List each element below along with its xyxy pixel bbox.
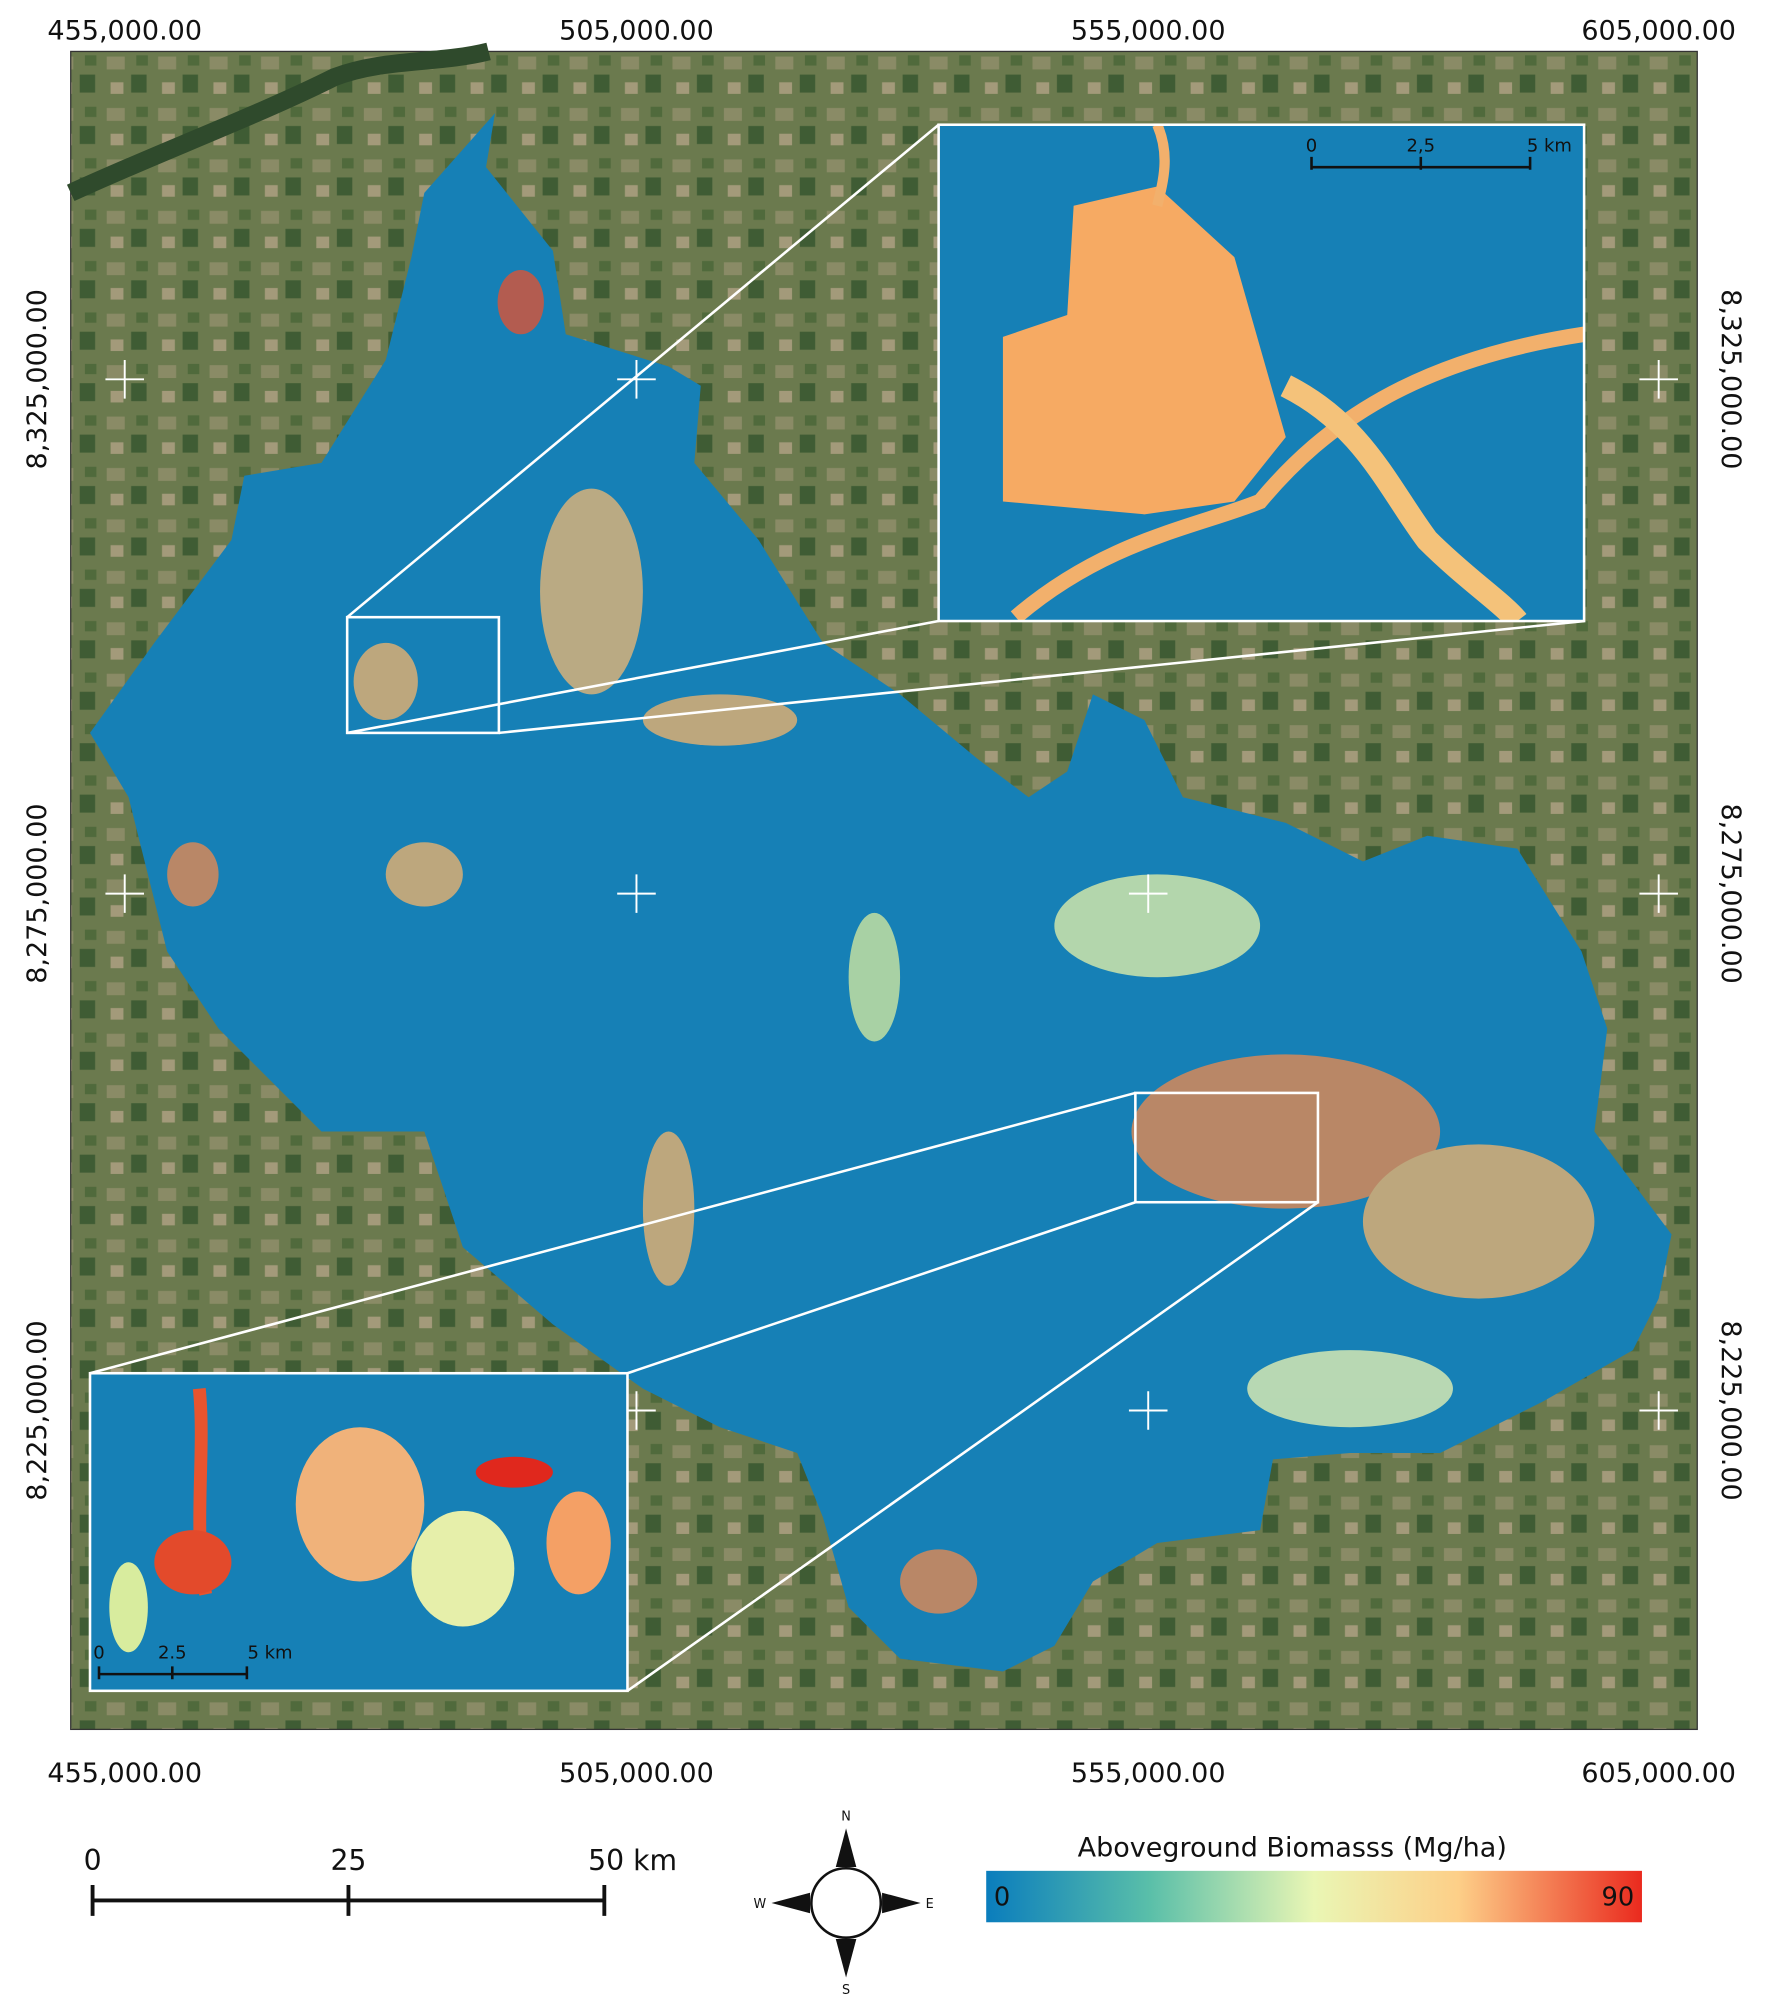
x-coord-label: 555,000.00 [1071, 1758, 1226, 1789]
crosshairs [105, 360, 1678, 1430]
inset-scale-label: 0 [93, 1643, 104, 1664]
inset-scale-label: 0 [1306, 136, 1317, 157]
coordinate-labels: 455,000.00 505,000.00 555,000.00 605,000… [22, 16, 1746, 1789]
compass-label: S [842, 1983, 850, 1998]
inset-bottom: 0 2.5 5 km [88, 1371, 629, 1693]
scale-label: 0 [84, 1844, 102, 1877]
x-coord-label: 605,000.00 [1581, 1758, 1736, 1789]
x-coord-label: 555,000.00 [1071, 16, 1226, 47]
x-coord-label: 505,000.00 [559, 16, 714, 47]
scale-bar: 0 25 50 km [84, 1844, 677, 1916]
inset-connectors [89, 123, 1585, 1692]
legend-min: 0 [994, 1882, 1010, 1912]
river [66, 42, 491, 202]
inset-scale-label: 2,5 [1406, 136, 1435, 157]
x-coord-label: 455,000.00 [47, 16, 202, 47]
inset-scale-label: 5 km [1527, 136, 1572, 157]
scale-label: 25 [330, 1844, 366, 1877]
x-coord-label: 505,000.00 [559, 1758, 714, 1789]
legend-colorbar [986, 1870, 1642, 1923]
scale-label: 50 km [588, 1844, 677, 1877]
inset-scale-label: 5 km [247, 1643, 292, 1664]
x-coord-label: 455,000.00 [47, 1758, 202, 1789]
compass-label: E [926, 1897, 934, 1912]
y-coord-label: 8,275,000.00 [22, 803, 53, 983]
y-coord-label: 8,225,000.00 [22, 1320, 53, 1500]
legend-max: 90 [1602, 1882, 1635, 1912]
y-coord-label: 8,325,000.00 [1715, 289, 1746, 469]
x-coord-label: 605,000.00 [1581, 16, 1736, 47]
compass-label: N [841, 1809, 851, 1824]
inset-top: 0 2,5 5 km [937, 123, 1586, 623]
compass-label: W [754, 1897, 767, 1912]
legend-title: Aboveground Biomasss (Mg/ha) [1078, 1832, 1507, 1863]
inset-scale-label: 2.5 [158, 1643, 187, 1664]
y-coord-label: 8,225,000.00 [1715, 1320, 1746, 1500]
north-arrow: N S W E [754, 1809, 934, 1998]
legend: Aboveground Biomasss (Mg/ha) 0 90 [986, 1832, 1642, 1923]
y-coord-label: 8,275,000.00 [1715, 803, 1746, 983]
y-coord-label: 8,325,000.00 [22, 289, 53, 469]
map-layer: 0 2,5 5 km 0 2.5 5 km 455,000.00 505,000 [22, 16, 1746, 1998]
